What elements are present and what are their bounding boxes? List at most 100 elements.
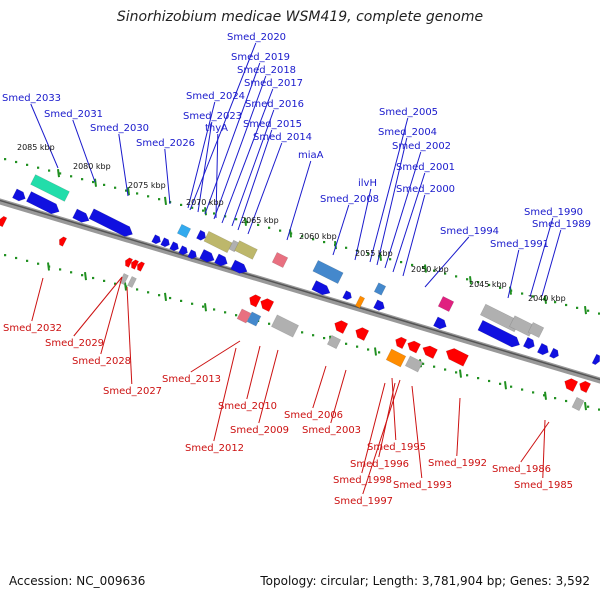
reverse-gene-arrow — [125, 257, 134, 268]
gene-box — [234, 240, 258, 260]
upper-track-major-tick — [379, 252, 382, 261]
upper-track-dot — [433, 269, 436, 272]
lower-track-dot — [323, 336, 326, 340]
gene-box — [228, 239, 240, 253]
gene-shape — [246, 311, 262, 327]
reverse-gene-label-leader — [362, 379, 401, 495]
gene-box — [30, 174, 70, 202]
forward-gene-label-leader — [215, 133, 219, 219]
forward-gene-label: Smed_2019 — [231, 52, 290, 63]
gene-shape — [160, 237, 170, 248]
forward-gene-label: Smed_2017 — [244, 78, 303, 89]
upper-track-dot — [224, 215, 227, 218]
forward-gene-label: Smed_2020 — [227, 32, 286, 43]
upper-track-dot — [422, 266, 425, 269]
genome-title: Sinorhizobium medicae WSM419, complete g… — [116, 9, 484, 25]
forward-gene-arrow — [432, 316, 447, 330]
forward-gene-label: Smed_2030 — [90, 123, 149, 134]
lower-track-major-tick — [459, 369, 462, 378]
upper-track-dot — [257, 223, 260, 227]
forward-gene-label-leader — [541, 229, 562, 297]
reverse-gene-label-leader — [361, 382, 386, 474]
upper-track-dot — [466, 278, 469, 281]
gene-shape — [249, 294, 262, 308]
reverse-gene-arrow — [355, 327, 370, 342]
gene-shape — [0, 215, 8, 228]
upper-track-dot — [543, 298, 546, 301]
gene-shape — [127, 276, 137, 288]
kbp-tick-label: 2085 kbp — [17, 143, 55, 152]
lower-track-major-tick — [164, 292, 167, 302]
upper-track-dot — [345, 246, 348, 249]
forward-gene-label: Smed_2004 — [378, 127, 437, 138]
gene-shape — [228, 239, 240, 253]
upper-track-major-tick — [544, 295, 547, 304]
gene-shape — [59, 236, 68, 247]
reverse-gene-arrow — [59, 236, 68, 247]
upper-track-dot — [147, 195, 150, 198]
gene-shape — [131, 259, 140, 270]
gene-box — [270, 314, 300, 338]
forward-gene-label: Smed_2001 — [396, 162, 455, 173]
lower-track-dot — [147, 291, 150, 294]
upper-track-major-tick — [94, 178, 97, 187]
lower-track-dot — [235, 314, 238, 317]
reverse-gene-arrow — [395, 336, 408, 350]
reverse-gene-label: Smed_2032 — [3, 323, 62, 334]
reverse-gene-label: Smed_2029 — [45, 338, 104, 349]
forward-gene-label: miaA — [298, 150, 324, 161]
kbp-tick-label: 2080 kbp — [73, 162, 111, 171]
lower-track-dot — [92, 276, 95, 280]
gene-shape — [591, 353, 600, 366]
forward-gene-label: Smed_2031 — [44, 109, 103, 120]
upper-track-dot — [235, 218, 238, 221]
reverse-gene-arrow — [407, 340, 422, 354]
reverse-gene-label-leader — [391, 377, 397, 441]
gene-shape — [564, 378, 579, 393]
gene-shape — [549, 347, 559, 359]
upper-track-dot — [48, 169, 51, 172]
gene-box — [404, 355, 424, 373]
lower-track-dot — [587, 405, 590, 408]
lower-track-dot — [213, 308, 216, 311]
upper-track-dot — [125, 189, 128, 192]
gene-shape — [404, 355, 424, 373]
upper-track-dot — [576, 306, 579, 309]
gene-box — [312, 259, 344, 285]
upper-track-dot — [389, 258, 392, 261]
gene-shape — [25, 191, 60, 215]
upper-track-dot — [202, 209, 205, 212]
reverse-gene-label: Smed_1995 — [367, 442, 426, 453]
kbp-tick-label: 2045 kbp — [469, 280, 507, 289]
forward-gene-arrow — [311, 280, 331, 296]
forward-gene-label: Smed_2016 — [245, 99, 304, 110]
upper-track-dot — [191, 206, 194, 209]
forward-gene-label-leader — [402, 194, 426, 277]
gene-box — [437, 295, 455, 313]
reverse-gene-arrow — [445, 348, 469, 367]
lower-track-dot — [114, 282, 117, 285]
forward-gene-arrow — [522, 336, 535, 350]
upper-track-dot — [114, 186, 117, 189]
forward-gene-label: Smed_1990 — [524, 207, 583, 218]
gene-shape — [385, 348, 407, 368]
gene-shape — [151, 234, 161, 245]
reverse-gene-label-leader — [190, 340, 241, 373]
forward-gene-label-leader — [221, 88, 274, 224]
upper-track-major-tick — [469, 276, 472, 285]
lower-track-major-tick — [504, 381, 507, 390]
forward-gene-arrow — [199, 248, 215, 263]
lower-track-dot — [554, 397, 557, 400]
forward-gene-label-leader — [164, 148, 171, 205]
upper-track-major-tick — [584, 305, 587, 315]
upper-track-dot — [92, 180, 95, 184]
lower-track-major-tick — [124, 282, 127, 291]
gene-shape — [213, 253, 228, 267]
upper-track-dot — [136, 192, 139, 195]
upper-track-dot — [411, 263, 414, 267]
accession-text: Accession: NC_009636 — [9, 574, 146, 588]
gene-box — [509, 315, 535, 337]
gene-shape — [334, 320, 349, 335]
forward-gene-label-leader — [30, 103, 59, 169]
forward-gene-label: Smed_2014 — [253, 132, 312, 143]
